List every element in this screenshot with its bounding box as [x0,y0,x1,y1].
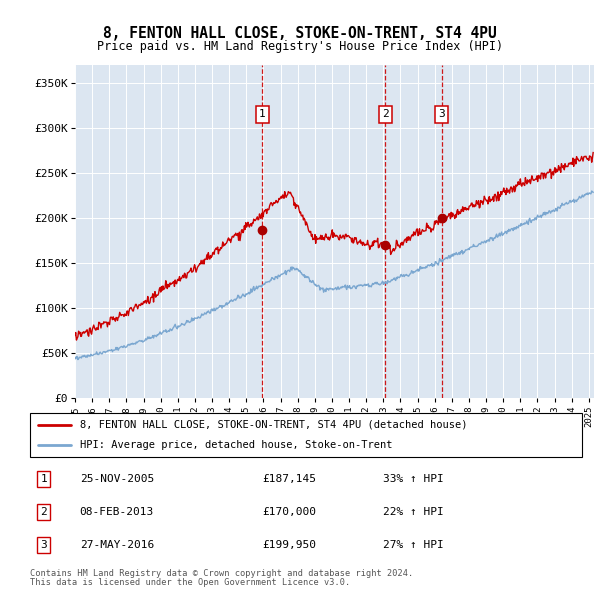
Text: £187,145: £187,145 [262,474,316,484]
Text: 1: 1 [259,110,265,119]
Text: 3: 3 [40,540,47,550]
Text: 27-MAY-2016: 27-MAY-2016 [80,540,154,550]
Text: £199,950: £199,950 [262,540,316,550]
Text: 8, FENTON HALL CLOSE, STOKE-ON-TRENT, ST4 4PU: 8, FENTON HALL CLOSE, STOKE-ON-TRENT, ST… [103,25,497,41]
Text: 25-NOV-2005: 25-NOV-2005 [80,474,154,484]
Text: 33% ↑ HPI: 33% ↑ HPI [383,474,444,484]
Text: 1: 1 [40,474,47,484]
Text: 27% ↑ HPI: 27% ↑ HPI [383,540,444,550]
Text: 2: 2 [40,507,47,517]
Text: 22% ↑ HPI: 22% ↑ HPI [383,507,444,517]
Text: Price paid vs. HM Land Registry's House Price Index (HPI): Price paid vs. HM Land Registry's House … [97,40,503,53]
Text: Contains HM Land Registry data © Crown copyright and database right 2024.: Contains HM Land Registry data © Crown c… [30,569,413,578]
Text: HPI: Average price, detached house, Stoke-on-Trent: HPI: Average price, detached house, Stok… [80,440,392,450]
Text: This data is licensed under the Open Government Licence v3.0.: This data is licensed under the Open Gov… [30,578,350,588]
Text: 8, FENTON HALL CLOSE, STOKE-ON-TRENT, ST4 4PU (detached house): 8, FENTON HALL CLOSE, STOKE-ON-TRENT, ST… [80,420,467,430]
Text: 08-FEB-2013: 08-FEB-2013 [80,507,154,517]
Text: £170,000: £170,000 [262,507,316,517]
Text: 2: 2 [382,110,389,119]
Text: 3: 3 [439,110,445,119]
